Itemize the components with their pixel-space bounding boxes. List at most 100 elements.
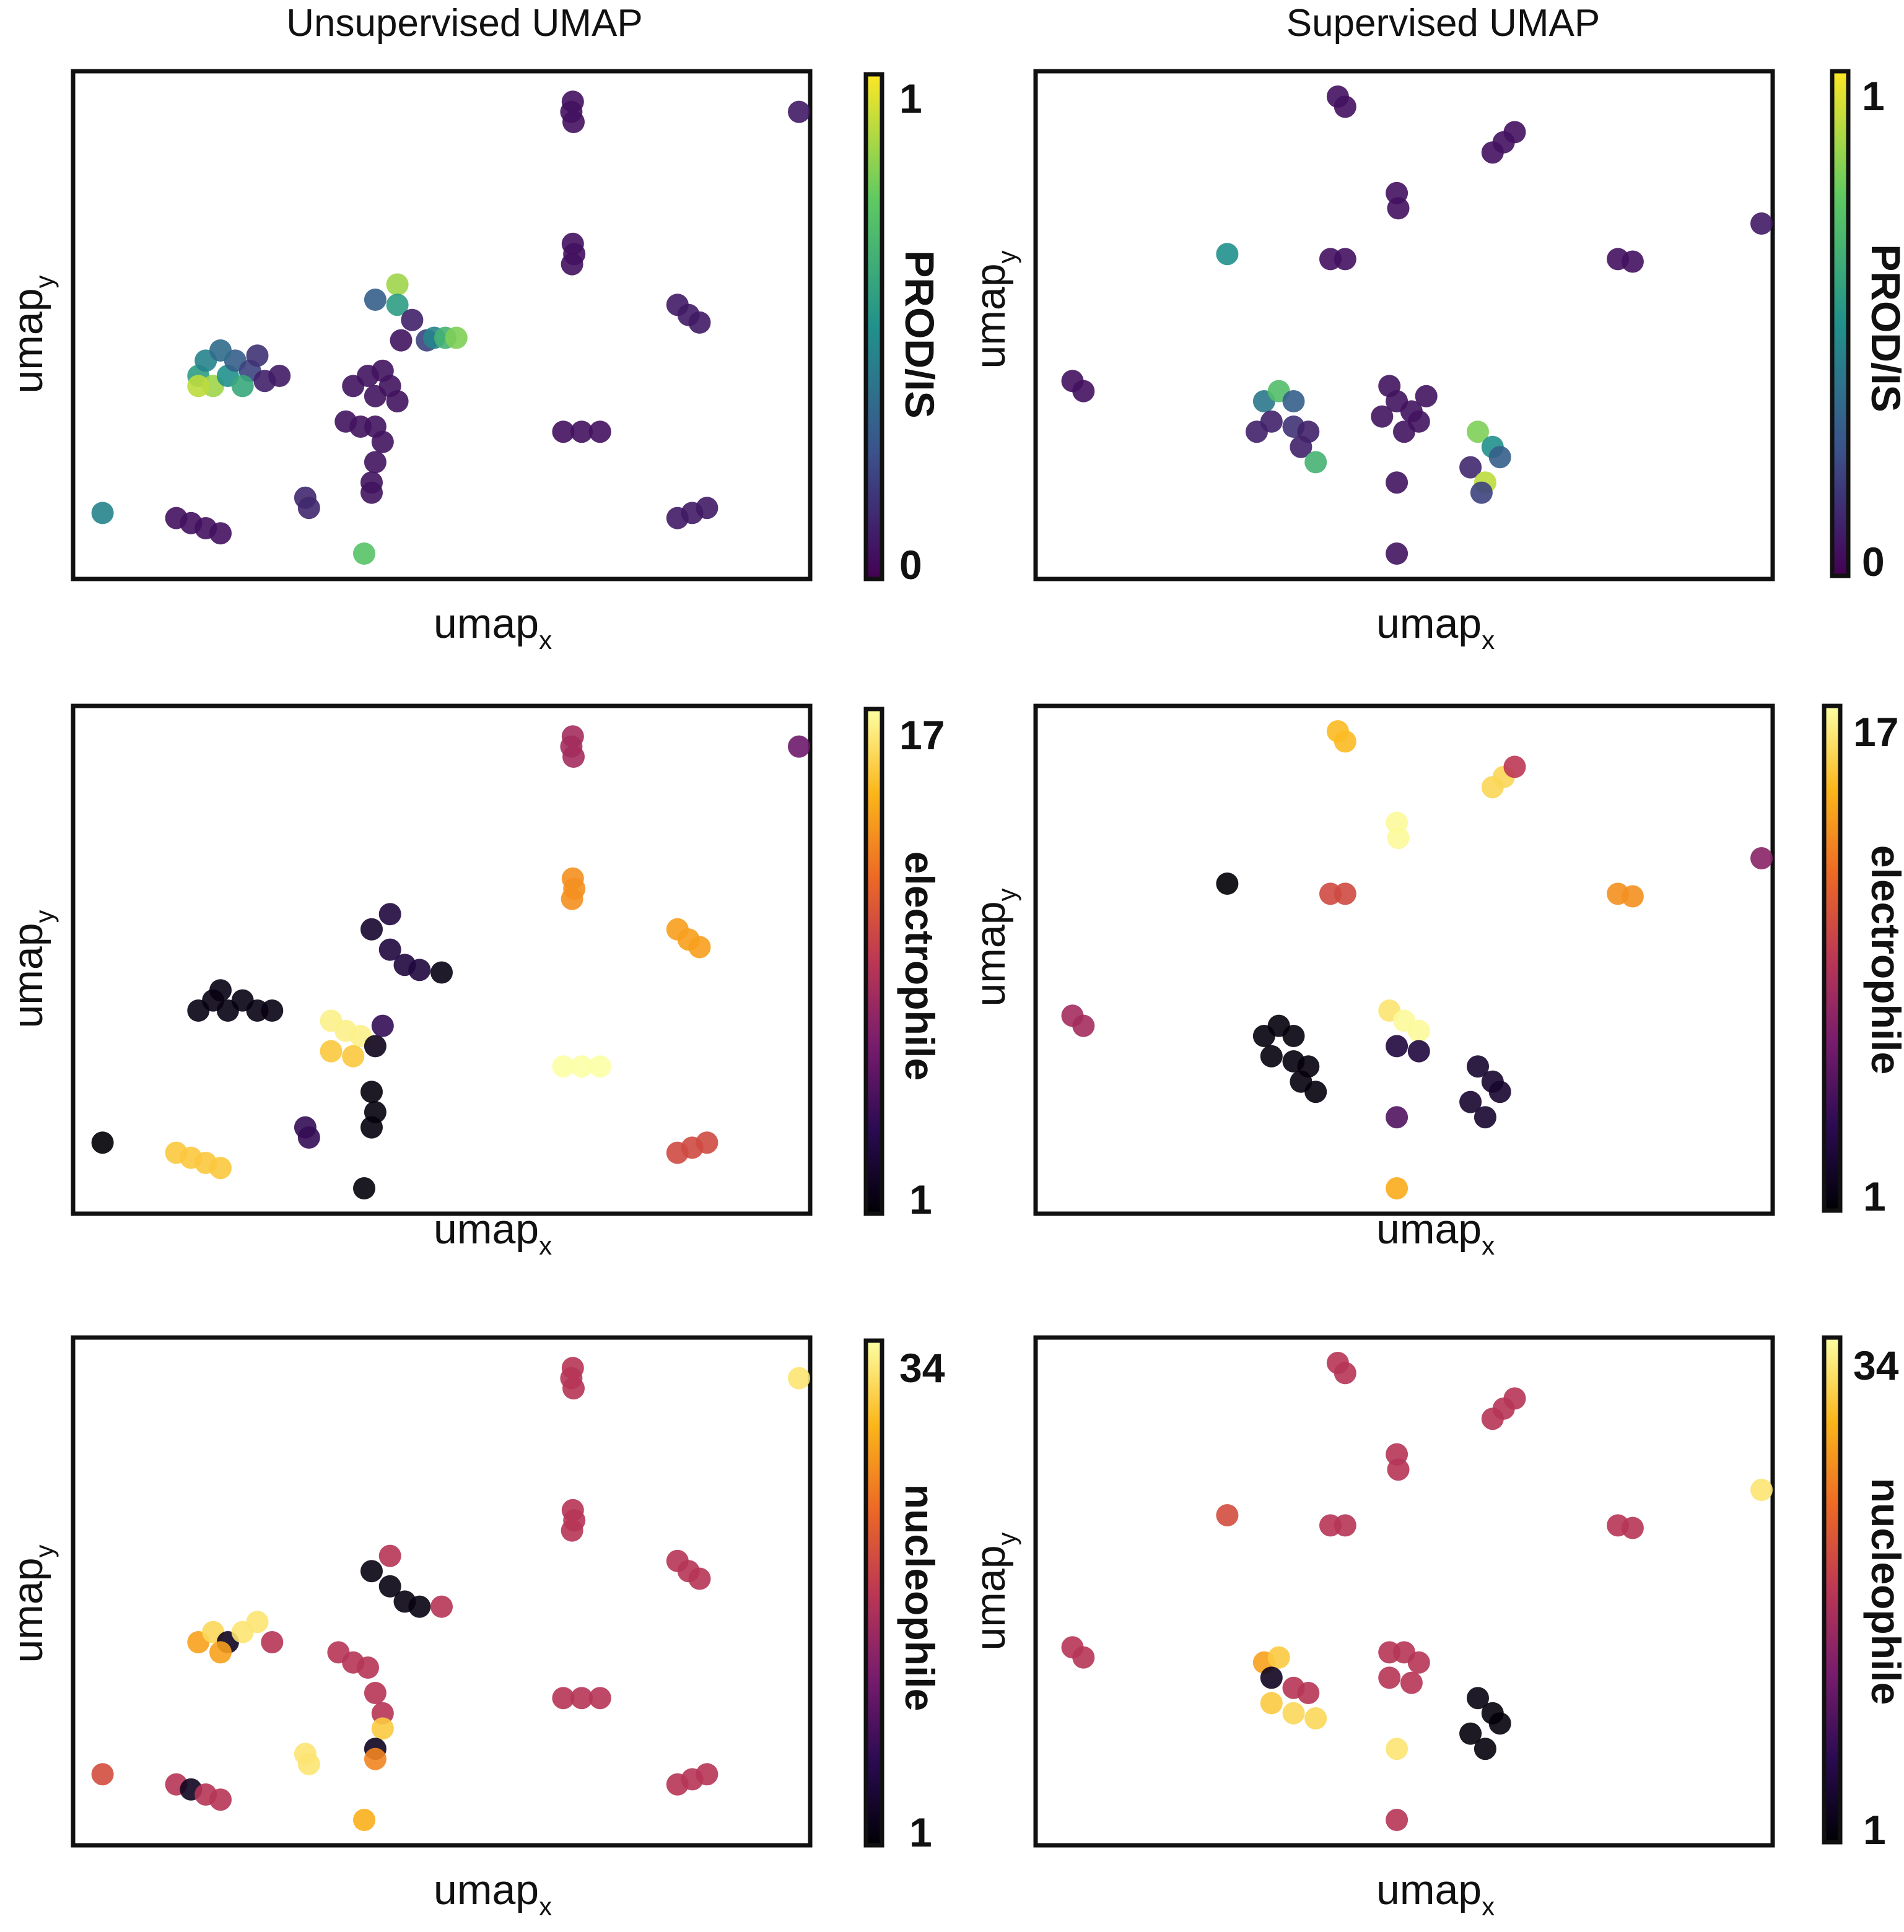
plot-frame (1033, 703, 1775, 1216)
scatter-point (371, 1702, 394, 1725)
scatter-point (696, 497, 718, 520)
scatter-point (1334, 248, 1356, 271)
scatter-point (364, 1682, 386, 1704)
scatter-point (297, 497, 320, 520)
scatter-point (1260, 1045, 1283, 1068)
scatter-point (1297, 1682, 1320, 1704)
scatter-point (357, 1656, 379, 1679)
x-axis-label: umapx (1376, 1866, 1495, 1921)
scatter-point (408, 1595, 431, 1618)
scatter-point (1470, 481, 1493, 504)
colorbar-tick-max: 1 (899, 76, 922, 121)
column-title-supervised: Supervised UMAP (1286, 2, 1600, 45)
scatter-point (562, 746, 585, 768)
scatter-point (401, 308, 424, 331)
scatter-point (1503, 121, 1526, 144)
scatter-point (1407, 410, 1430, 433)
scatter-point (297, 1126, 320, 1149)
scatter-point (1334, 95, 1356, 118)
scatter-point (552, 1055, 575, 1078)
scatter-point (1386, 542, 1408, 565)
scatter-point (209, 979, 232, 1002)
scatter-point (91, 1763, 114, 1786)
colorbar (863, 1338, 884, 1848)
scatter-point (1334, 882, 1356, 905)
panel-unsupervised-prod: umapx umapy 1 0 PROD/IS (4, 69, 943, 655)
panel-supervised-electrophile: umapx umapy 17 1 electrophile (967, 703, 1904, 1260)
scatter-point (1503, 755, 1526, 778)
scatter-point (408, 959, 431, 981)
y-axis-label: umapy (967, 250, 1021, 368)
scatter-point (297, 1752, 320, 1775)
panel-supervised-prod: umapx umapy 1 0 PROD/IS (967, 69, 1904, 655)
scatter-point (562, 1377, 585, 1399)
y-axis-label: umapy (4, 1544, 59, 1663)
scatter-point (562, 111, 585, 133)
scatter-point (209, 1157, 232, 1180)
scatter-point (1072, 1646, 1095, 1669)
scatter-point (1488, 1081, 1511, 1103)
colorbar-tick-min: 0 (1862, 539, 1885, 585)
colorbar-tick-min: 1 (909, 1177, 932, 1222)
y-axis-label: umapy (967, 888, 1021, 1006)
scatter-point (1260, 1692, 1283, 1715)
colorbar-tick-max: 34 (899, 1345, 945, 1391)
scatter-point (1290, 435, 1312, 458)
scatter-point (246, 344, 269, 367)
scatter-point (320, 1040, 343, 1063)
scatter-point (696, 1763, 718, 1786)
scatter-point (360, 918, 383, 941)
scatter-point (1387, 827, 1410, 850)
scatter-point (1459, 456, 1482, 479)
scatter-point (561, 887, 583, 910)
colorbar (863, 707, 884, 1216)
scatter-point (209, 339, 232, 362)
scatter-point (1474, 1106, 1496, 1129)
scatter-point (445, 326, 468, 349)
scatter-point (430, 1595, 453, 1618)
scatter-point (378, 903, 401, 926)
scatter-point (688, 1567, 711, 1590)
scatter-point (360, 1081, 383, 1103)
colorbar (1822, 703, 1843, 1213)
scatter-point (1282, 1025, 1305, 1047)
scatter-point (1304, 451, 1327, 474)
scatter-point (1459, 1722, 1482, 1745)
scatter-points (91, 1357, 810, 1831)
scatter-point (261, 999, 284, 1022)
y-axis-label: umapy (967, 1532, 1021, 1650)
scatter-point (364, 385, 386, 407)
scatter-point (386, 294, 409, 316)
colorbar-label: electrophile (1863, 845, 1904, 1074)
scatter-point (371, 1014, 394, 1037)
scatter-point (1072, 380, 1095, 402)
scatter-point (1386, 471, 1408, 494)
colorbar-label: nucleophile (1863, 1478, 1904, 1705)
scatter-point (1072, 1014, 1095, 1037)
scatter-point (552, 1687, 575, 1710)
scatter-point (1467, 1687, 1489, 1710)
scatter-point (386, 390, 409, 412)
scatter-point (561, 253, 583, 276)
scatter-point (1267, 1646, 1290, 1669)
scatter-point (364, 1747, 386, 1770)
scatter-point (1387, 197, 1410, 220)
scatter-point (1386, 1809, 1408, 1831)
scatter-point (209, 1788, 232, 1811)
plot-frame (71, 69, 813, 581)
scatter-point (1216, 872, 1239, 895)
scatter-point (788, 100, 810, 123)
panel-unsupervised-nucleophile: umapx umapy 34 1 nucleophile (4, 1335, 945, 1921)
colorbar-tick-max: 1 (1862, 73, 1885, 119)
scatter-point (688, 936, 711, 959)
scatter-point (268, 365, 291, 387)
scatter-point (1386, 1738, 1408, 1760)
y-axis-label: umapy (4, 910, 59, 1028)
scatter-point (360, 1560, 383, 1583)
scatter-point (353, 542, 375, 565)
scatter-points (91, 90, 810, 565)
scatter-point (688, 311, 711, 334)
scatter-point (1407, 1651, 1430, 1674)
colorbar (1830, 69, 1851, 578)
